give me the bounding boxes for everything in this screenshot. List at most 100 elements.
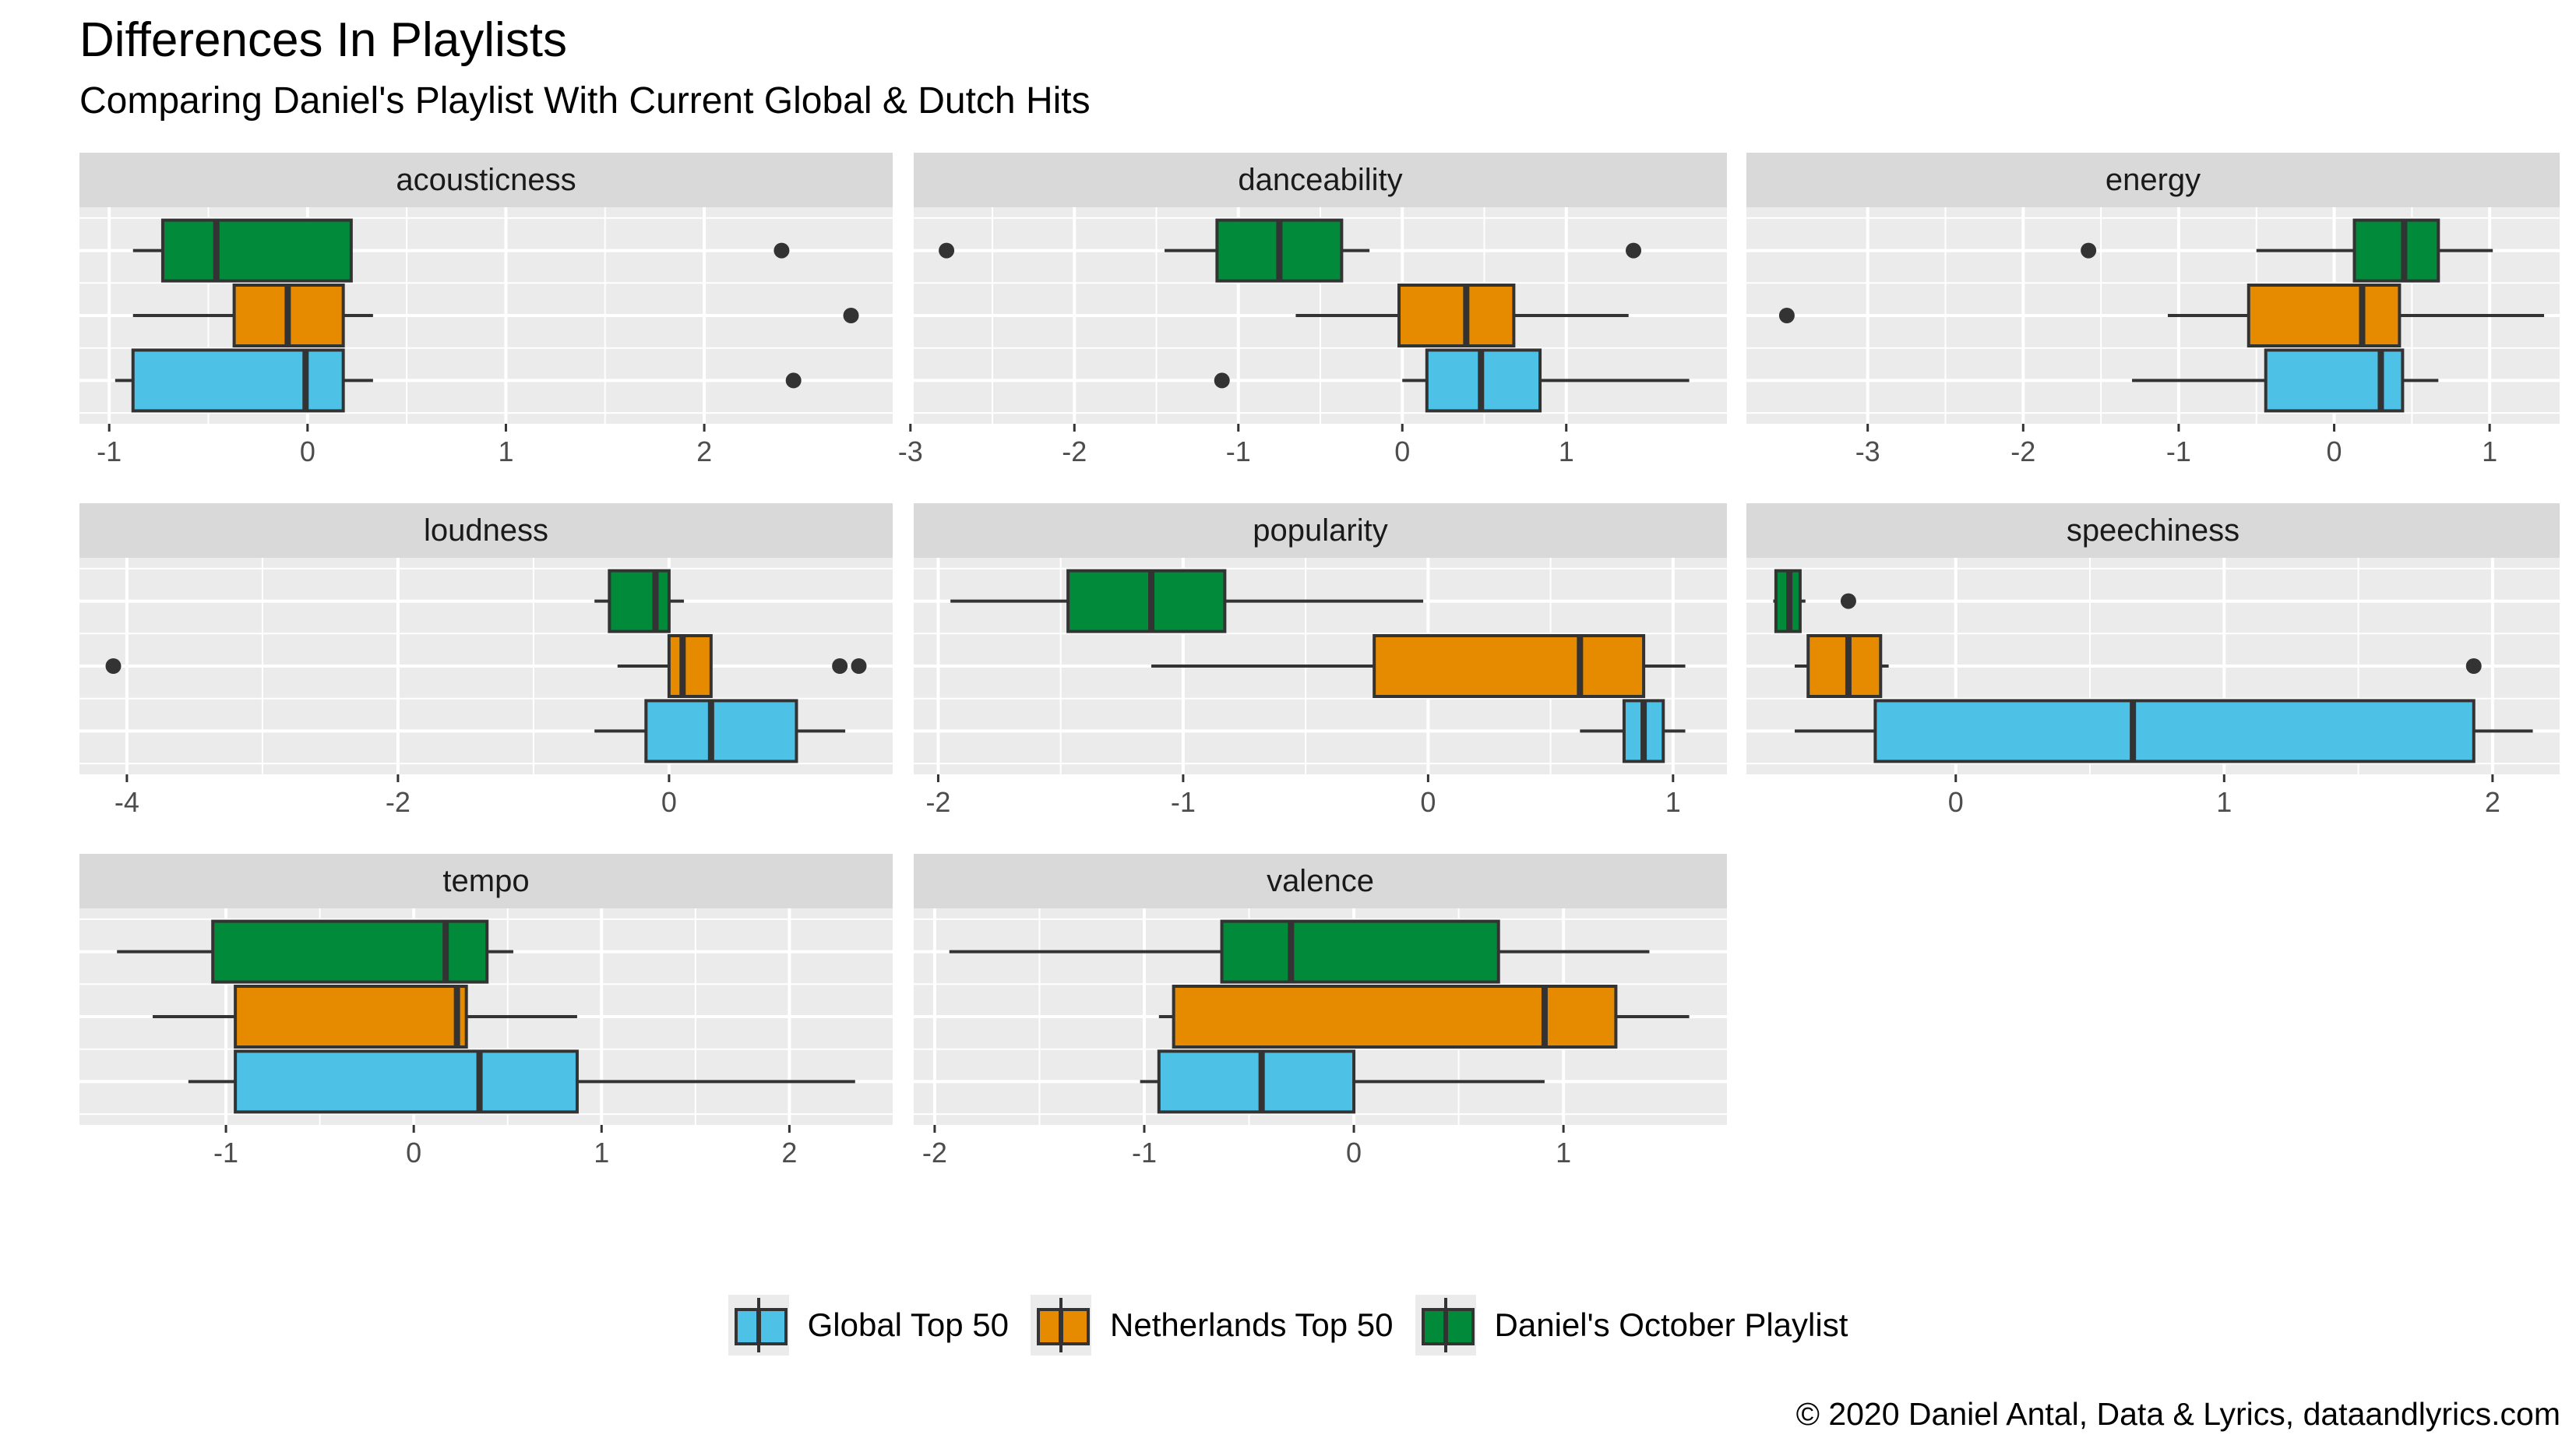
panel-danceability: danceability -3 -2 -1 0 1 bbox=[898, 153, 1727, 467]
panel-popularity: popularity -2 -1 0 1 bbox=[914, 503, 1727, 818]
iqr-box bbox=[667, 634, 713, 698]
box-acousticness-daniel-s-october-playlist bbox=[132, 218, 790, 283]
iqr-box bbox=[131, 348, 345, 413]
strip-label-popularity: popularity bbox=[1253, 513, 1387, 548]
plot-subtitle: Comparing Daniel's Playlist With Current… bbox=[79, 80, 1091, 122]
x-tick-label: 1 bbox=[1665, 786, 1681, 818]
outlier-point bbox=[1840, 593, 1856, 609]
strip-label-acousticness: acousticness bbox=[396, 163, 576, 197]
box-popularity-netherlands-top-50 bbox=[1151, 634, 1686, 698]
outlier-point bbox=[774, 242, 790, 259]
x-tick-label: 1 bbox=[498, 435, 513, 467]
legend-key-global bbox=[728, 1295, 789, 1356]
x-tick-label: 0 bbox=[1394, 435, 1410, 467]
strip-label-danceability: danceability bbox=[1238, 163, 1402, 197]
box-speechiness-global-top-50 bbox=[1795, 699, 2533, 763]
legend-item-global: Global Top 50 bbox=[728, 1295, 1009, 1356]
legend-swatch-netherlands bbox=[1037, 1308, 1091, 1345]
strip-valence bbox=[914, 854, 1727, 908]
legend-swatch-daniel bbox=[1421, 1308, 1475, 1345]
x-tick-label: 0 bbox=[2327, 435, 2342, 467]
panel-energy: energy -3 -2 -1 0 1 bbox=[1746, 153, 2560, 467]
box-energy-netherlands-top-50 bbox=[1778, 284, 2545, 347]
x-tick-label: -1 bbox=[1132, 1137, 1157, 1169]
iqr-box bbox=[1373, 634, 1646, 698]
x-tick-label: -1 bbox=[2166, 435, 2191, 467]
strip-danceability bbox=[914, 153, 1727, 207]
legend-item-netherlands: Netherlands Top 50 bbox=[1031, 1295, 1394, 1356]
legend-key-daniel bbox=[1415, 1295, 1476, 1356]
outlier-point bbox=[785, 372, 802, 389]
iqr-box bbox=[1157, 1049, 1356, 1114]
legend: Global Top 50 Netherlands Top 50 Daniel'… bbox=[0, 1292, 2576, 1359]
box-tempo-global-top-50 bbox=[188, 1049, 855, 1114]
x-tick-label: -3 bbox=[1855, 435, 1880, 467]
outlier-point bbox=[2465, 658, 2482, 674]
iqr-box bbox=[644, 699, 798, 763]
iqr-box bbox=[1172, 985, 1618, 1049]
x-tick-label: -2 bbox=[925, 786, 950, 818]
x-tick-label: 1 bbox=[2482, 435, 2497, 467]
legend-label-netherlands: Netherlands Top 50 bbox=[1110, 1306, 1394, 1343]
box-valence-netherlands-top-50 bbox=[1158, 985, 1690, 1049]
strip-popularity bbox=[914, 503, 1727, 558]
x-tick-label: 2 bbox=[2485, 786, 2500, 818]
x-tick-label: 1 bbox=[2216, 786, 2232, 818]
x-tick-label: -2 bbox=[922, 1137, 947, 1169]
outlier-point bbox=[851, 658, 867, 674]
panel-acousticness: acousticness -1 0 1 2 bbox=[79, 153, 893, 467]
box-acousticness-netherlands-top-50 bbox=[132, 284, 859, 347]
outlier-point bbox=[1626, 242, 1642, 259]
box-acousticness-global-top-50 bbox=[115, 348, 802, 413]
plot-title: Differences In Playlists bbox=[79, 13, 567, 67]
box-tempo-netherlands-top-50 bbox=[153, 985, 577, 1049]
iqr-box bbox=[1220, 919, 1500, 984]
caption: © 2020 Daniel Antal, Data & Lyrics, data… bbox=[1795, 1396, 2560, 1432]
box-speechiness-netherlands-top-50 bbox=[1795, 634, 2482, 698]
box-loudness-daniel-s-october-playlist bbox=[594, 569, 685, 633]
iqr-box bbox=[234, 985, 468, 1049]
legend-key-netherlands bbox=[1031, 1295, 1092, 1356]
iqr-box bbox=[160, 218, 353, 283]
strip-label-energy: energy bbox=[2106, 163, 2201, 197]
x-tick-label: -3 bbox=[898, 435, 923, 467]
box-tempo-daniel-s-october-playlist bbox=[117, 919, 513, 984]
iqr-box bbox=[1397, 284, 1516, 347]
strip-energy bbox=[1746, 153, 2560, 207]
box-energy-daniel-s-october-playlist bbox=[2081, 218, 2493, 283]
outlier-point bbox=[832, 658, 848, 674]
strip-label-loudness: loudness bbox=[424, 513, 548, 548]
x-tick-label: -1 bbox=[1171, 786, 1196, 818]
box-danceability-daniel-s-october-playlist bbox=[939, 218, 1642, 283]
x-tick-label: 0 bbox=[300, 435, 315, 467]
iqr-box bbox=[2247, 284, 2402, 347]
strip-tempo bbox=[79, 854, 893, 908]
outlier-point bbox=[939, 242, 955, 259]
outlier-point bbox=[1214, 372, 1230, 389]
box-danceability-global-top-50 bbox=[1214, 348, 1690, 413]
x-tick-label: -2 bbox=[386, 786, 411, 818]
iqr-box bbox=[211, 919, 489, 984]
x-tick-label: 1 bbox=[594, 1137, 609, 1169]
legend-label-daniel: Daniel's October Playlist bbox=[1494, 1306, 1848, 1343]
strip-speechiness bbox=[1746, 503, 2560, 558]
x-tick-label: -1 bbox=[97, 435, 122, 467]
iqr-box bbox=[1806, 634, 1883, 698]
x-tick-label: 0 bbox=[406, 1137, 421, 1169]
legend-item-daniel: Daniel's October Playlist bbox=[1415, 1295, 1848, 1356]
strip-label-tempo: tempo bbox=[442, 864, 529, 898]
box-popularity-daniel-s-october-playlist bbox=[950, 569, 1424, 633]
box-danceability-netherlands-top-50 bbox=[1295, 284, 1629, 347]
legend-label-global: Global Top 50 bbox=[807, 1306, 1010, 1343]
outlier-point bbox=[843, 308, 859, 323]
panel-tempo: tempo -1 0 1 2 bbox=[79, 854, 893, 1169]
x-tick-label: 2 bbox=[781, 1137, 797, 1169]
x-tick-label: -2 bbox=[2010, 435, 2035, 467]
legend-swatch-global bbox=[734, 1308, 788, 1345]
iqr-box bbox=[608, 569, 671, 633]
x-tick-label: 0 bbox=[1420, 786, 1436, 818]
x-tick-label: 2 bbox=[696, 435, 712, 467]
box-energy-global-top-50 bbox=[2132, 348, 2439, 413]
